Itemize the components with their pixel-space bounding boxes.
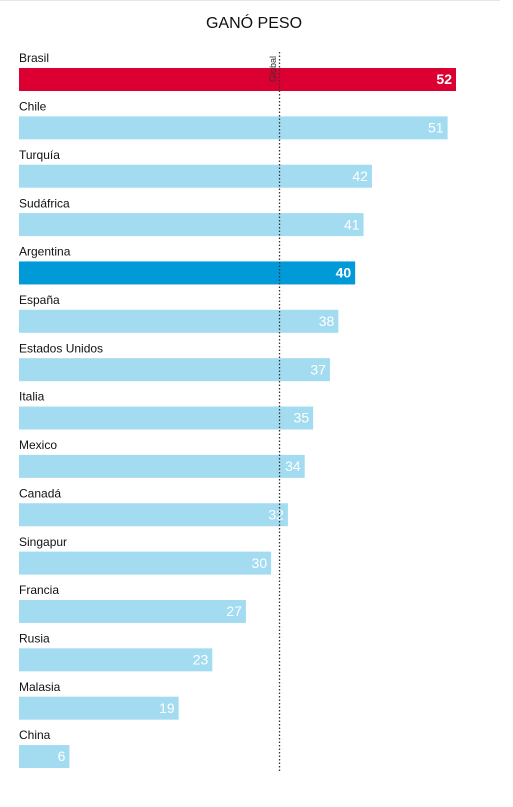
- category-label: Turquía: [19, 148, 60, 162]
- category-label: España: [19, 293, 60, 307]
- bar: [19, 213, 364, 237]
- bar: [19, 454, 305, 478]
- category-label: Estados Unidos: [19, 341, 103, 355]
- value-label: 19: [159, 700, 175, 716]
- value-label: 30: [252, 555, 268, 571]
- category-label: Canadá: [19, 486, 61, 500]
- bar: [19, 599, 246, 623]
- reference-label: Global: [268, 56, 278, 82]
- value-label: 40: [336, 265, 352, 281]
- category-label: Mexico: [19, 438, 57, 452]
- chart-title: GANÓ PESO: [206, 13, 302, 32]
- category-label: China: [19, 728, 51, 742]
- value-label: 27: [226, 603, 242, 619]
- bar: [19, 745, 70, 769]
- bar: [19, 358, 330, 382]
- bar: [19, 696, 179, 720]
- value-label: 6: [58, 748, 66, 764]
- bar: [19, 309, 339, 333]
- category-label: Sudáfrica: [19, 196, 70, 210]
- bar: [19, 551, 272, 575]
- value-label: 35: [294, 410, 310, 426]
- value-label: 23: [193, 652, 209, 668]
- bar: [19, 406, 314, 430]
- bar: [19, 261, 356, 285]
- bar: [19, 164, 372, 188]
- bar: [19, 116, 448, 140]
- category-label: Singapur: [19, 535, 67, 549]
- value-label: 34: [285, 458, 301, 474]
- category-label: Rusia: [19, 631, 50, 645]
- bar: [19, 648, 213, 672]
- category-label: Italia: [19, 390, 45, 404]
- value-label: 38: [319, 313, 335, 329]
- bar: [19, 503, 288, 527]
- category-label: Malasia: [19, 680, 61, 694]
- value-label: 37: [310, 361, 326, 377]
- value-label: 41: [344, 216, 360, 232]
- value-label: 52: [436, 71, 452, 87]
- value-label: 51: [428, 120, 444, 136]
- category-label: Brasil: [19, 51, 49, 65]
- category-label: Francia: [19, 583, 59, 597]
- value-label: 42: [352, 168, 368, 184]
- category-label: Argentina: [19, 245, 71, 259]
- category-label: Chile: [19, 100, 47, 114]
- value-label: 32: [268, 506, 284, 522]
- bar: [19, 68, 456, 91]
